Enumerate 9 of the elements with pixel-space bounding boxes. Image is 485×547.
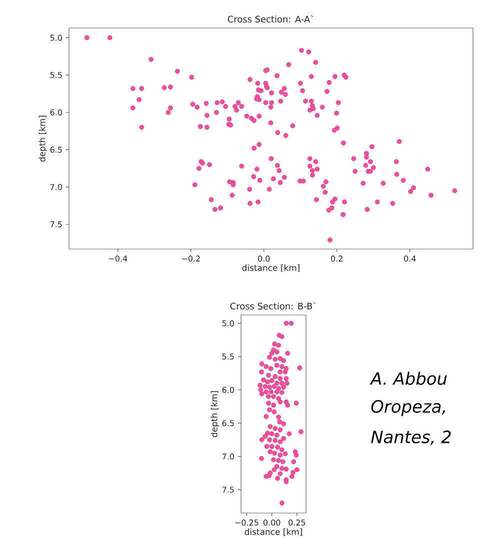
x-axis-title: distance [km] [244, 528, 302, 536]
text: Oropeza, [371, 400, 445, 416]
text: Nantes, 2 [371, 430, 451, 446]
y-axis-title: depth [km] [38, 116, 47, 162]
chart-title: Cross Section: A-A` [228, 15, 313, 23]
y-axis-title: depth [km] [210, 391, 219, 438]
x-axis-title: distance [km] [242, 264, 300, 272]
chart-title: Cross Section: B-B` [230, 302, 316, 310]
text: A. Abbou [370, 372, 447, 385]
